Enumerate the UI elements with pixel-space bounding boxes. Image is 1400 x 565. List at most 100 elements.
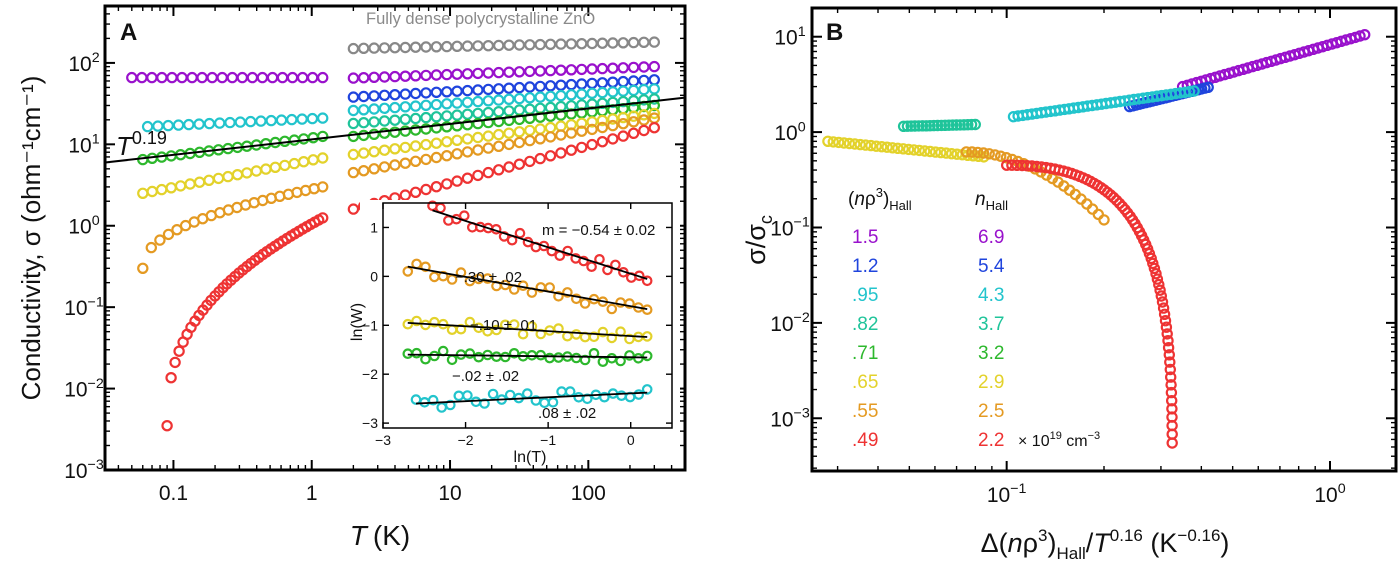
data-point: [627, 94, 640, 107]
data-point: [430, 111, 443, 123]
data-point: [171, 223, 183, 236]
data-point: [576, 63, 588, 76]
data-point: [565, 144, 578, 156]
b-data-point: [939, 119, 951, 132]
data-point: [183, 118, 195, 131]
data-point: [586, 63, 598, 75]
data-point: [306, 112, 319, 125]
b-data-point: [1148, 262, 1161, 275]
data-point: [482, 95, 494, 107]
data-point: [441, 121, 453, 133]
data-point: [493, 128, 505, 141]
data-point: [503, 82, 515, 94]
inset-point: [491, 324, 502, 336]
data-point: [420, 111, 432, 124]
inset-point: [479, 398, 490, 409]
inset-point: [641, 384, 653, 395]
data-point: [430, 69, 443, 81]
data-point: [638, 36, 650, 49]
data-point: [193, 176, 206, 188]
data-point: [503, 161, 515, 173]
b-series-0.82: [897, 118, 982, 133]
inset-point: [553, 323, 564, 334]
b-data-point: [989, 149, 1001, 161]
data-point: [399, 101, 411, 113]
inset-point: [579, 298, 591, 309]
data-point: [503, 114, 515, 127]
b-data-point: [924, 119, 936, 132]
data-point: [368, 103, 380, 115]
inset-frame: [382, 202, 673, 429]
legend-left-value: 1.5: [852, 227, 878, 248]
b-data-point: [892, 142, 904, 154]
data-point: [250, 165, 263, 177]
data-point: [203, 117, 216, 130]
data-point: [513, 136, 526, 149]
data-point: [430, 137, 443, 149]
legend-right-value: 6.9: [978, 227, 1004, 248]
data-point: [165, 372, 177, 384]
inset-point: [487, 388, 499, 400]
data-point: [627, 110, 640, 122]
data-point: [389, 88, 401, 101]
data-point: [544, 131, 557, 143]
data-point: [472, 131, 484, 144]
inset-point: [535, 328, 547, 340]
x-tick-label: 100: [571, 482, 606, 505]
inset-x-tick-label: −3: [375, 432, 391, 448]
data-point: [389, 126, 401, 138]
b-data-point: [1163, 349, 1176, 361]
legend-right-value: 3.7: [978, 314, 1004, 335]
panel-a-fit-line: [104, 96, 686, 164]
data-point: [461, 84, 474, 97]
data-point: [317, 181, 329, 193]
data-point: [524, 155, 536, 168]
data-point: [503, 105, 515, 117]
panel-a-letter: A: [120, 19, 137, 46]
b-data-point: [1153, 278, 1165, 291]
data-point: [260, 163, 272, 175]
x-tick-label: 1: [306, 482, 318, 505]
data-point: [358, 104, 370, 116]
data-point: [648, 107, 661, 120]
b-data-point: [849, 138, 861, 150]
data-point: [596, 114, 609, 127]
data-point: [347, 203, 360, 215]
panel-b-x-label: Δ(nρ3)Hall/T0.16 (K−0.16): [981, 526, 1230, 563]
data-point: [441, 178, 453, 190]
data-point: [524, 39, 536, 51]
b-data-point: [886, 142, 899, 154]
data-point: [503, 93, 515, 106]
data-point: [275, 114, 288, 126]
data-point: [472, 40, 484, 52]
data-point: [347, 166, 360, 179]
data-point: [648, 83, 661, 95]
b-data-point: [897, 143, 909, 155]
b-data-point: [935, 119, 948, 132]
b-data-point: [947, 119, 959, 131]
b-data-point: [919, 145, 931, 157]
b-data-point: [962, 118, 974, 131]
b-data-point: [897, 120, 910, 133]
b-data-point: [822, 135, 834, 147]
data-point: [607, 133, 619, 145]
data-point: [246, 71, 259, 84]
inset-point: [508, 347, 520, 359]
data-point: [503, 66, 515, 78]
data-point: [317, 152, 329, 164]
data-point: [409, 186, 422, 198]
b-data-point: [940, 147, 952, 159]
inset-point: [499, 351, 511, 363]
data-point: [607, 76, 619, 88]
data-point: [441, 149, 453, 162]
data-point: [347, 91, 360, 103]
data-point: [493, 115, 505, 128]
inset-point: [444, 399, 456, 411]
data-point: [461, 108, 474, 120]
data-point: [596, 62, 609, 75]
data-point: [565, 64, 578, 76]
data-point: [184, 178, 196, 190]
data-point: [154, 234, 166, 246]
legend-left-value: .82: [852, 314, 878, 335]
data-point: [317, 71, 329, 84]
